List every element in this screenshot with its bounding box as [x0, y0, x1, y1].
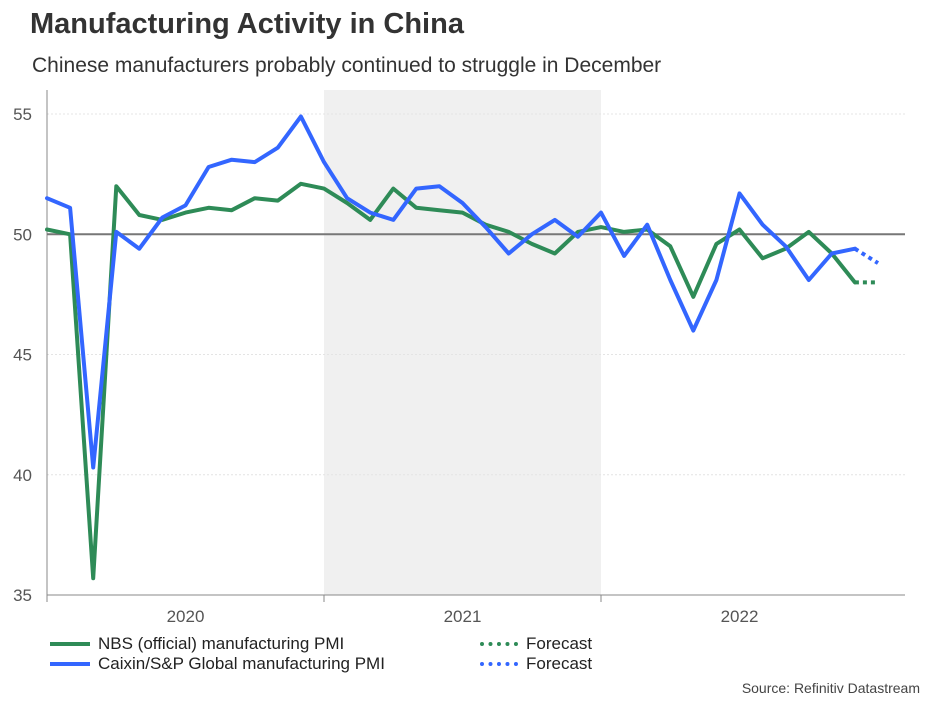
- chart-subtitle: Chinese manufacturers probably continued…: [32, 54, 662, 77]
- x-tick-label-2020: 2020: [167, 607, 205, 626]
- legend-label-caixin: Caixin/S&P Global manufacturing PMI: [98, 654, 385, 673]
- legend-item-caixin-forecast: Forecast: [480, 654, 592, 674]
- legend-label-nbs: NBS (official) manufacturing PMI: [98, 634, 345, 653]
- series-line-caixin: [45, 114, 857, 470]
- y-tick-label-50: 50: [13, 225, 32, 244]
- y-tick-label-40: 40: [13, 466, 32, 485]
- legend-swatch-caixin: [50, 662, 90, 666]
- x-tick-label-2022: 2022: [721, 607, 759, 626]
- series-line-nbs: [45, 181, 857, 581]
- legend-swatch-caixin-forecast: [480, 662, 518, 666]
- y-tick-label-35: 35: [13, 586, 32, 605]
- legend-item-nbs-forecast: Forecast: [480, 634, 592, 654]
- forecast-line-caixin: [853, 247, 880, 265]
- chart-title: Manufacturing Activity in China: [30, 8, 464, 40]
- legend-swatch-nbs: [50, 642, 90, 646]
- source-note: Source: Refinitiv Datastream: [741, 680, 920, 696]
- x-tick-label-2021: 2021: [444, 607, 482, 626]
- y-tick-label-55: 55: [13, 105, 32, 124]
- shaded-period: [324, 90, 601, 595]
- legend-label-caixin-forecast: Forecast: [526, 654, 593, 673]
- legend-item-caixin: Caixin/S&P Global manufacturing PMI: [50, 654, 385, 674]
- legend-label-nbs-forecast: Forecast: [526, 634, 593, 653]
- legend-item-nbs: NBS (official) manufacturing PMI: [50, 634, 344, 654]
- y-tick-label-45: 45: [13, 346, 32, 365]
- legend-swatch-nbs-forecast: [480, 642, 518, 646]
